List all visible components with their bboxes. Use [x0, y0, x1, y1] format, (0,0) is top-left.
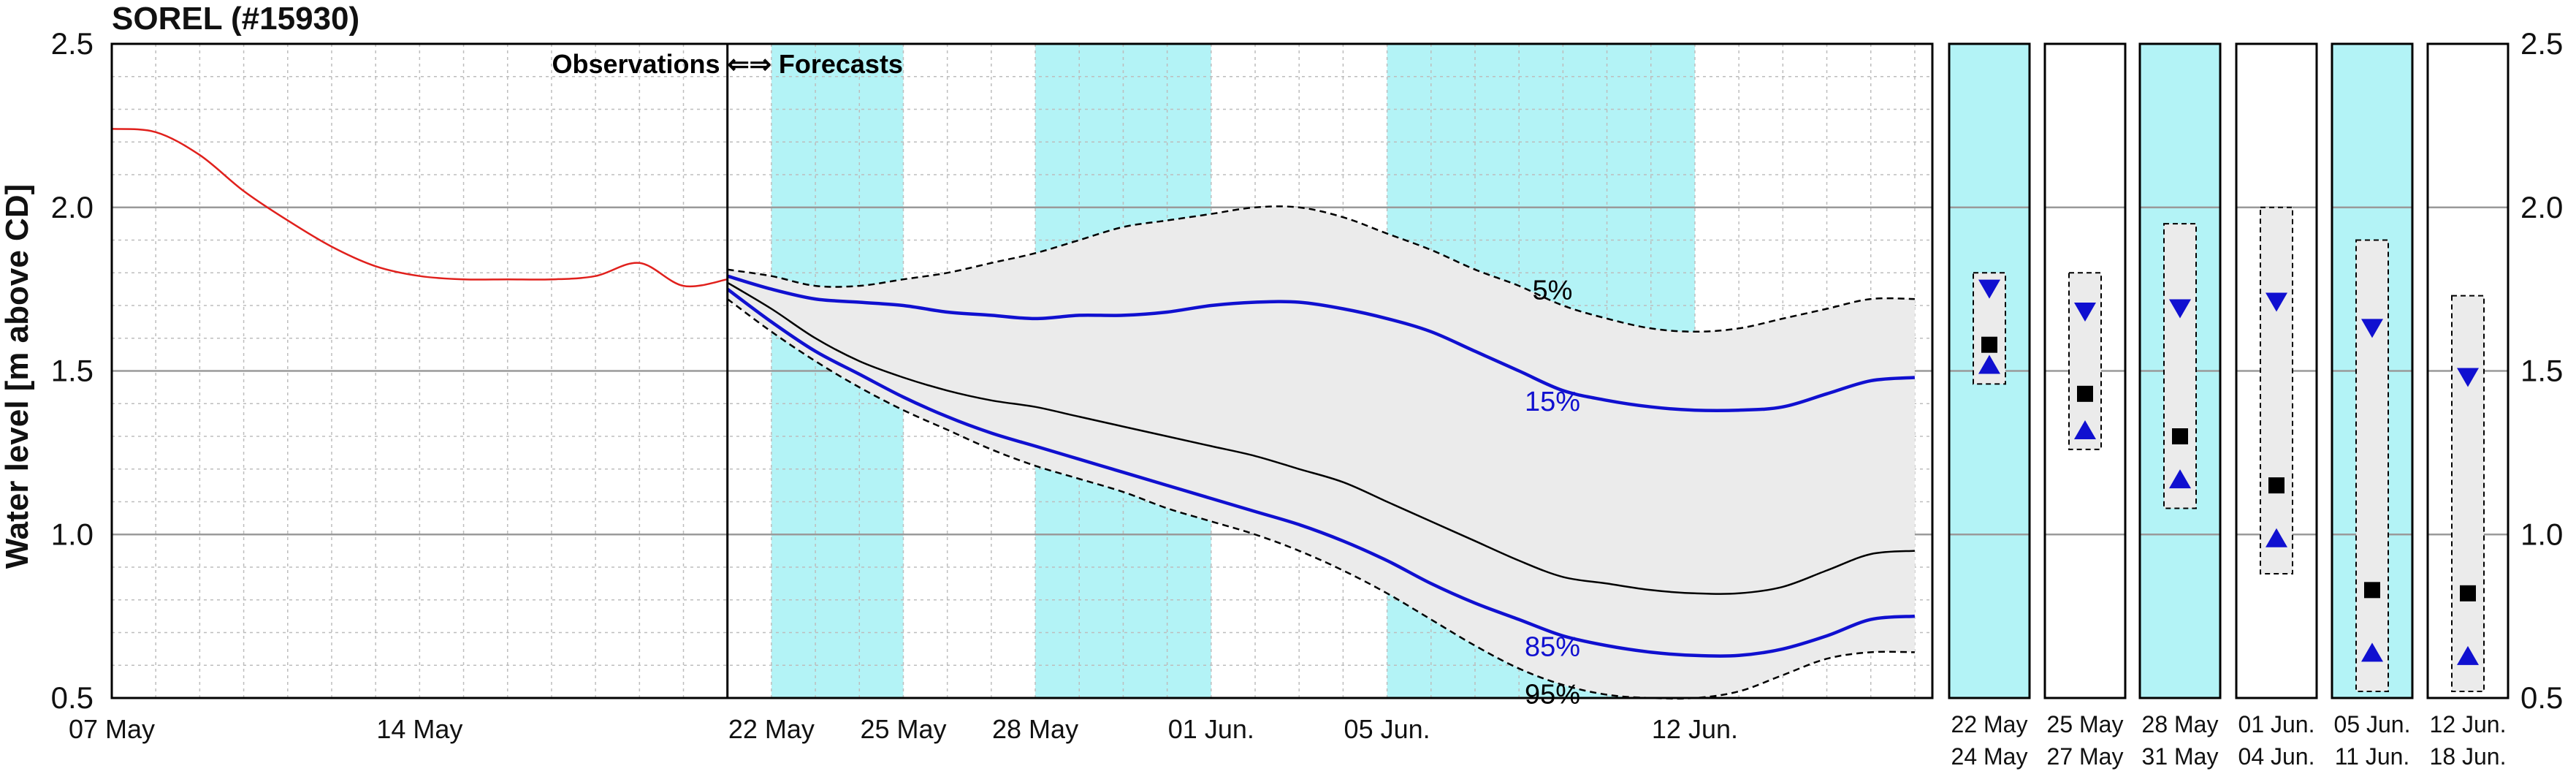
- panel-upper-marker: [2074, 302, 2096, 322]
- panel-label-top: 28 May: [2142, 711, 2219, 737]
- panel-frame: [2331, 42, 2414, 699]
- series-line-15pct: [727, 274, 1916, 412]
- series-line-median: [727, 281, 1915, 595]
- panel-frame: [2426, 42, 2510, 699]
- series-label: 95%: [1525, 679, 1580, 710]
- panel-median-marker: [2077, 385, 2093, 402]
- panel-median-marker: [2268, 477, 2285, 494]
- summary-panel-3: 01 Jun. 04 Jun.: [2235, 42, 2318, 770]
- panel-lower-marker: [2266, 528, 2287, 547]
- panel-range-box: [2068, 272, 2102, 450]
- panel-lower-marker: [2361, 642, 2383, 662]
- panel-frame: [2138, 42, 2222, 699]
- y-tick-label-right: 1.0: [2520, 517, 2563, 551]
- summary-panel-5: 12 Jun. 18 Jun.: [2426, 42, 2510, 770]
- y-tick-label-right: 2.0: [2520, 190, 2563, 224]
- y-tick-label-right: 2.5: [2520, 26, 2563, 61]
- panel-range-box: [2451, 295, 2485, 693]
- summary-panel-1: 25 May 27 May: [2043, 42, 2127, 770]
- y-tick-label: 2.0: [51, 190, 94, 224]
- x-tick-label: 12 Jun.: [1652, 714, 1738, 744]
- panel-label-top: 25 May: [2047, 711, 2124, 737]
- panel-label-bottom: 11 Jun.: [2335, 743, 2410, 770]
- panel-upper-marker: [2266, 292, 2287, 312]
- x-tick-label: 28 May: [992, 714, 1078, 744]
- panel-label-top: 01 Jun.: [2238, 711, 2315, 737]
- y-tick-label-right: 0.5: [2520, 680, 2563, 715]
- panel-lower-marker: [2169, 469, 2191, 489]
- observed-line: [111, 128, 728, 288]
- series-line-85pct: [726, 287, 1916, 658]
- series-label: 15%: [1525, 387, 1580, 417]
- y-tick-label-right: 1.5: [2520, 354, 2563, 388]
- y-tick-label: 1.0: [51, 517, 94, 551]
- panel-label-top: 05 Jun.: [2334, 711, 2411, 737]
- panel-frame: [1948, 42, 2031, 699]
- x-tick-label: 14 May: [376, 714, 462, 744]
- panel-lower-marker: [2074, 420, 2096, 440]
- x-tick-label: 01 Jun.: [1168, 714, 1254, 744]
- panel-lower-marker: [2457, 645, 2479, 665]
- panel-label-bottom: 27 May: [2047, 743, 2124, 770]
- panel-median-marker: [2460, 585, 2476, 602]
- panel-upper-marker: [1978, 279, 2000, 299]
- x-tick-label: 05 Jun.: [1344, 714, 1430, 744]
- panel-lower-marker: [1978, 354, 2000, 374]
- panel-label-bottom: 31 May: [2142, 743, 2219, 770]
- panel-upper-marker: [2361, 319, 2383, 338]
- section-label: Observations ⇐⇒ Forecasts: [552, 49, 903, 79]
- forecast-band: [727, 206, 1915, 699]
- y-tick-label: 2.5: [51, 26, 94, 61]
- main-plot-frame: [110, 42, 1934, 699]
- panel-range-box: [2355, 239, 2389, 693]
- summary-panel-4: 05 Jun. 11 Jun.: [2331, 42, 2414, 770]
- x-tick-label: 07 May: [69, 714, 155, 744]
- panel-median-marker: [2172, 428, 2188, 444]
- x-tick-label: 25 May: [860, 714, 946, 744]
- panel-label-top: 12 Jun.: [2430, 711, 2507, 737]
- y-axis-label: Water level [m above CD]: [0, 184, 35, 569]
- panel-label-top: 22 May: [1951, 711, 2028, 737]
- x-tick-label: 22 May: [728, 714, 815, 744]
- summary-panel-2: 28 May 31 May: [2138, 42, 2222, 770]
- summary-panel-0: 22 May 24 May: [1948, 42, 2031, 770]
- series-label: 85%: [1525, 631, 1580, 662]
- series-line-5pct: [727, 205, 1915, 333]
- panel-range-box: [2260, 206, 2293, 574]
- panel-upper-marker: [2457, 368, 2479, 387]
- series-line-95pct: [726, 298, 1915, 700]
- panel-label-bottom: 24 May: [1951, 743, 2028, 770]
- main-plot: 5% 15% 85% 95% Observations ⇐⇒ Forecasts: [110, 42, 1934, 710]
- panel-upper-marker: [2169, 299, 2191, 319]
- series-label: 5%: [1533, 276, 1573, 306]
- y-tick-label: 0.5: [51, 680, 94, 715]
- panel-median-marker: [2364, 582, 2380, 599]
- panel-frame: [2235, 42, 2318, 699]
- panel-median-marker: [1981, 336, 1997, 353]
- y-tick-label: 1.5: [51, 354, 94, 388]
- panel-label-bottom: 04 Jun.: [2238, 743, 2315, 770]
- panel-frame: [2043, 42, 2127, 699]
- chart-title: SOREL (#15930): [112, 1, 359, 37]
- panel-label-bottom: 18 Jun.: [2430, 743, 2507, 770]
- panel-range-box: [2163, 223, 2197, 509]
